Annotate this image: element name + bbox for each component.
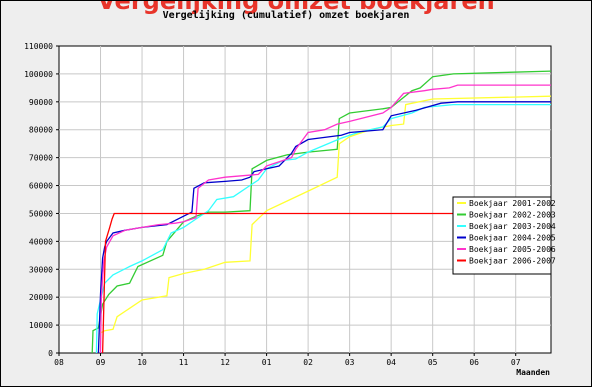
- x-axis-label: Maanden: [516, 368, 550, 377]
- x-tick-label-7: 03: [345, 358, 355, 367]
- y-tick-label-5: 50000: [29, 209, 53, 218]
- y-tick-label-1: 10000: [29, 321, 53, 330]
- x-tick-label-10: 06: [469, 358, 479, 367]
- series-line-4: [97, 101, 551, 354]
- series-line-2: [91, 70, 552, 354]
- y-axis-ticks: 0 10000 20000 30000 40000 50000 60000 70000 8000…: [24, 42, 59, 358]
- y-tick-label-4: 40000: [29, 237, 53, 246]
- legend: Boekjaar 2001-2002 Boekjaar 2002-2003 Boek…: [452, 196, 556, 275]
- legend-label-5: Boekjaar 2005-2006: [469, 245, 556, 254]
- y-tick-label-11: 110000: [24, 42, 53, 51]
- x-tick-label-1: 09: [96, 358, 106, 367]
- y-tick-label-0: 0: [48, 349, 53, 358]
- x-tick-label-8: 04: [386, 358, 396, 367]
- x-tick-label-3: 11: [179, 358, 189, 367]
- series-line-1: [97, 95, 552, 354]
- y-tick-label-6: 60000: [29, 182, 53, 191]
- x-tick-label-6: 02: [303, 358, 313, 367]
- y-tick-label-3: 30000: [29, 265, 53, 274]
- page-banner-title: Vergelijking omzet boekjaren: [97, 0, 495, 15]
- series-line-6: [101, 212, 551, 354]
- x-axis-ticks: 08 09 10 11 12 01 02 03 04 05 06 07: [54, 353, 521, 367]
- legend-label-4: Boekjaar 2004-2005: [469, 234, 556, 243]
- x-tick-label-0: 08: [54, 358, 64, 367]
- legend-label-6: Boekjaar 2006-2007: [469, 257, 556, 266]
- y-tick-label-8: 80000: [29, 126, 53, 135]
- x-tick-label-9: 05: [428, 358, 438, 367]
- y-tick-label-7: 70000: [29, 154, 53, 163]
- x-tick-label-4: 12: [220, 358, 230, 367]
- legend-label-1: Boekjaar 2001-2002: [469, 199, 556, 208]
- legend-box: [452, 196, 552, 275]
- legend-label-2: Boekjaar 2002-2003: [469, 211, 556, 220]
- x-tick-label-5: 01: [262, 358, 272, 367]
- x-tick-label-11: 07: [511, 358, 521, 367]
- y-tick-label-9: 90000: [29, 98, 53, 107]
- y-tick-label-10: 100000: [24, 70, 53, 79]
- y-tick-label-2: 20000: [29, 293, 53, 302]
- chart-title: Vergelijking (cumulatief) omzet boekjare…: [163, 9, 410, 21]
- series-line-5: [99, 84, 551, 354]
- series-lines: [91, 70, 552, 354]
- x-tick-label-2: 10: [137, 358, 147, 367]
- legend-label-3: Boekjaar 2003-2004: [469, 222, 556, 231]
